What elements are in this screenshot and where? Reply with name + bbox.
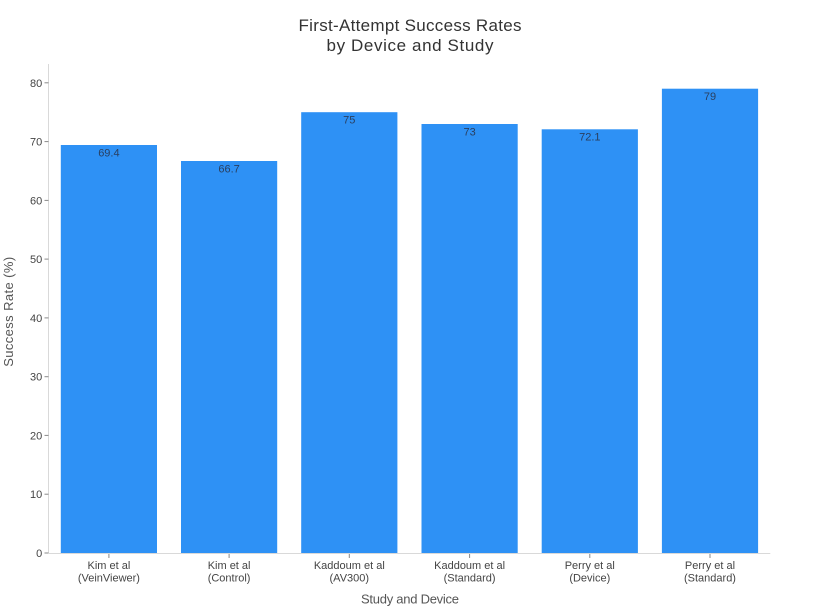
svg-text:66.7: 66.7 — [218, 163, 239, 175]
svg-text:(VeinViewer): (VeinViewer) — [78, 573, 140, 585]
svg-text:70: 70 — [30, 137, 42, 149]
svg-text:Perry et al: Perry et al — [565, 560, 615, 572]
svg-text:79: 79 — [704, 91, 716, 103]
svg-text:Kim et al: Kim et al — [88, 560, 131, 572]
svg-text:73: 73 — [463, 126, 475, 138]
svg-text:72.1: 72.1 — [579, 132, 600, 144]
svg-text:by Device and Study: by Device and Study — [327, 36, 495, 55]
svg-text:30: 30 — [30, 372, 42, 384]
svg-text:Perry et al: Perry et al — [685, 560, 735, 572]
svg-text:Success Rate (%): Success Rate (%) — [1, 257, 16, 367]
svg-text:Kaddoum et al: Kaddoum et al — [434, 560, 505, 572]
svg-text:(AV300): (AV300) — [330, 573, 370, 585]
svg-text:20: 20 — [30, 430, 42, 442]
svg-text:Study and Device: Study and Device — [361, 591, 459, 606]
svg-text:Kim et al: Kim et al — [208, 560, 251, 572]
svg-text:(Control): (Control) — [208, 573, 251, 585]
svg-text:69.4: 69.4 — [98, 147, 119, 159]
svg-text:0: 0 — [36, 548, 42, 560]
svg-text:60: 60 — [30, 195, 42, 207]
svg-text:50: 50 — [30, 254, 42, 266]
svg-text:(Standard): (Standard) — [684, 573, 736, 585]
svg-text:80: 80 — [30, 78, 42, 90]
svg-text:First-Attempt Success Rates: First-Attempt Success Rates — [299, 16, 522, 35]
svg-text:10: 10 — [30, 489, 42, 501]
svg-text:75: 75 — [343, 115, 355, 127]
svg-text:40: 40 — [30, 313, 42, 325]
svg-text:(Standard): (Standard) — [444, 573, 496, 585]
svg-text:(Device): (Device) — [569, 573, 610, 585]
svg-text:Kaddoum et al: Kaddoum et al — [314, 560, 385, 572]
